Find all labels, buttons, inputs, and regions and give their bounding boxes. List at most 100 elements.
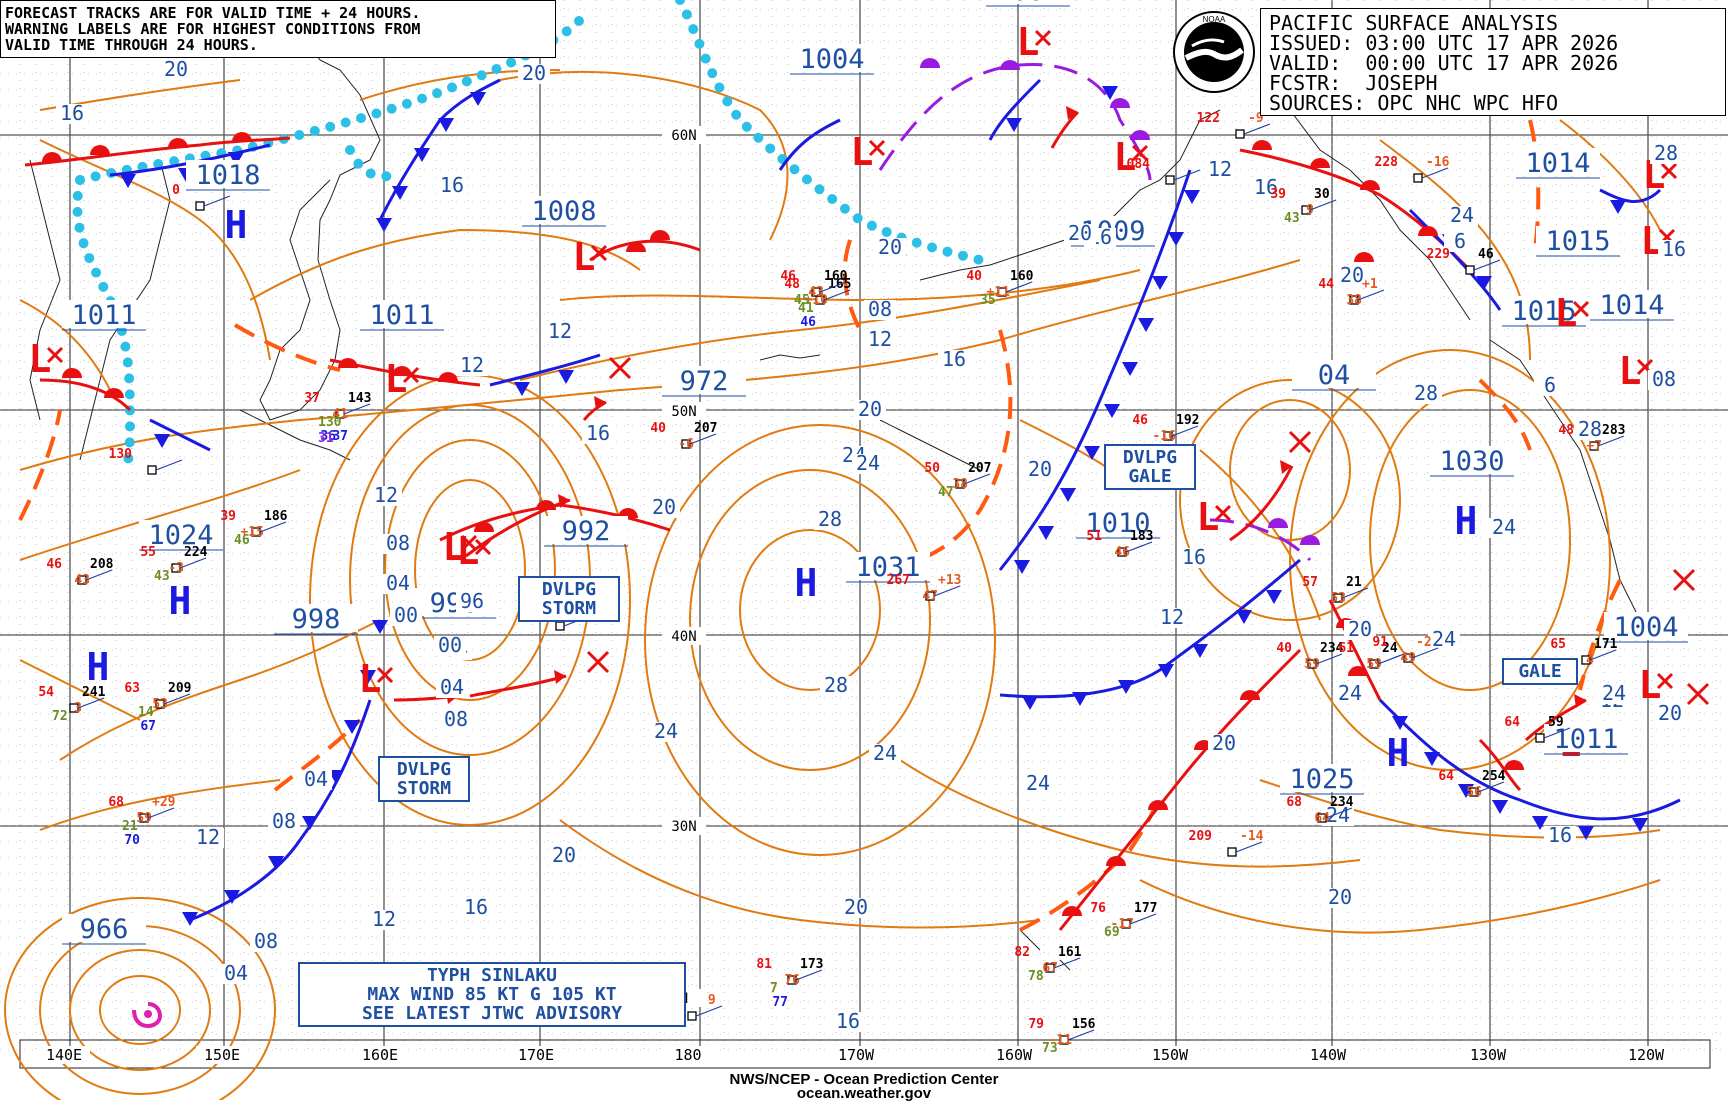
station-value: 267 <box>887 573 910 588</box>
isobar-label-bg <box>268 812 300 832</box>
cold-front-triangle <box>1192 644 1208 658</box>
wind-barb <box>343 403 371 415</box>
station-value: 79 <box>1028 1017 1044 1032</box>
station-value: 207 <box>694 421 717 436</box>
gale-a-line2: GALE <box>1128 466 1172 487</box>
station-value: 39 <box>220 509 236 524</box>
analysis-title: PACIFIC SURFACE ANALYSIS <box>1269 11 1558 35</box>
station-value: 44 <box>1318 277 1334 292</box>
cold-front-triangle <box>1122 362 1138 376</box>
wind-barb <box>1129 913 1157 925</box>
warm-front-semicircle <box>626 242 646 252</box>
station-value: 40 <box>966 269 982 284</box>
isobar-label-bg <box>160 60 192 80</box>
station-value: 65 <box>1550 637 1566 652</box>
forecast-position-x <box>1288 430 1312 454</box>
isobar-label-bg <box>854 400 886 420</box>
cold-front-triangle <box>558 370 574 384</box>
pressure-value-bg <box>62 300 146 328</box>
isobar-label: 08 <box>1652 367 1676 391</box>
lon-label-bg <box>1462 1046 1514 1064</box>
forecast-position-x <box>586 650 610 674</box>
station-value: 143 <box>348 391 371 406</box>
warm-front-semicircle <box>438 372 458 382</box>
isobar-label: 12 <box>372 907 396 931</box>
station-value: 192 <box>1176 413 1199 428</box>
pressure-value: 1011 <box>71 300 136 331</box>
warm-front-semicircle <box>1310 158 1330 168</box>
wind-barb <box>1377 653 1405 665</box>
pressure-value: 1010 <box>1085 508 1150 539</box>
cold-front-triangle <box>268 856 284 870</box>
isobar-label-bg <box>1208 734 1240 754</box>
warm-front-semicircle <box>1504 760 1524 770</box>
station-value: 229 <box>1427 247 1450 262</box>
isobar-label-bg <box>390 606 422 626</box>
station-value: 70 <box>124 833 140 848</box>
pressure-value-bg <box>1292 360 1376 388</box>
isobar-label: 08 <box>254 929 278 953</box>
station-value: 63 <box>124 681 140 696</box>
station-marker <box>1413 173 1423 183</box>
lat-label-bg <box>662 126 706 144</box>
wind-barb <box>963 473 991 485</box>
station-value: 228 <box>1375 155 1399 170</box>
wind-barb <box>933 585 961 597</box>
station-value: 37 <box>304 391 320 406</box>
isobar-label: 16 <box>1182 545 1206 569</box>
station-marker <box>147 465 157 475</box>
low-x-mark <box>1660 162 1678 180</box>
pressure-value-bg <box>62 914 146 942</box>
cold-front-triangle <box>154 434 170 448</box>
isobar-label: 08 <box>444 707 468 731</box>
warm-front-semicircle <box>1354 252 1374 262</box>
isobar-label-bg <box>436 176 468 196</box>
station-value: 160 <box>824 269 848 284</box>
isobar-label-bg <box>1024 460 1056 480</box>
warm-front-semicircle <box>90 145 110 155</box>
cold-front-triangle <box>1118 680 1134 694</box>
pressure-value: 1004 <box>799 44 864 75</box>
station-value: 4 <box>1586 653 1594 668</box>
isobar-label: 12 <box>196 825 220 849</box>
warm-front-semicircle <box>1360 180 1380 190</box>
station-value: 122 <box>1197 111 1220 126</box>
station-observations: 48165+10414646160434540160+1135371434113… <box>38 111 1625 1056</box>
cold-front-triangle <box>1184 190 1200 204</box>
pressure-value-bg <box>1076 508 1160 536</box>
pressure-value: 1018 <box>195 160 260 191</box>
cold-front-triangle <box>1102 86 1118 100</box>
movement-arrow <box>1229 465 1294 542</box>
pressure-value: 1015 <box>1511 296 1576 327</box>
pressure-value-bg <box>360 300 444 328</box>
low-x-mark <box>46 346 64 364</box>
warm-front-semicircle <box>104 388 124 398</box>
cold-front-triangle <box>1168 232 1184 246</box>
wind-barb <box>1589 649 1617 661</box>
isobar-label: 20 <box>878 235 902 259</box>
low-x-mark <box>1572 300 1590 318</box>
station-value: 46 <box>234 533 250 548</box>
low-x-mark <box>376 666 394 684</box>
isobar-label: 20 <box>552 843 576 867</box>
wind-barb <box>1005 281 1033 293</box>
station-value: 67 <box>1042 961 1058 976</box>
wind-barb <box>1053 957 1081 969</box>
isobar-label-bg <box>1650 144 1682 164</box>
isobar-label: 20 <box>164 57 188 81</box>
analysis-forecaster: FCSTR: JOSEPH <box>1269 71 1438 95</box>
cold-front-triangle <box>228 152 244 166</box>
pressure-value: 1007 <box>995 0 1060 7</box>
isobar-label-bg <box>440 710 472 730</box>
isobar-label-bg <box>1022 774 1054 794</box>
wind-barb <box>179 557 207 569</box>
isobar-label-bg <box>1534 376 1566 396</box>
warm-front-semicircle <box>650 230 670 240</box>
isobar-label-bg <box>869 744 901 764</box>
lon-label: 140E <box>46 1046 82 1064</box>
isobar-label: 16 <box>1662 237 1686 261</box>
cold-front-triangle <box>224 890 240 904</box>
pressure-value: 972 <box>680 366 729 397</box>
station-value: 35 <box>980 293 996 308</box>
station-value: 160 <box>1010 269 1034 284</box>
